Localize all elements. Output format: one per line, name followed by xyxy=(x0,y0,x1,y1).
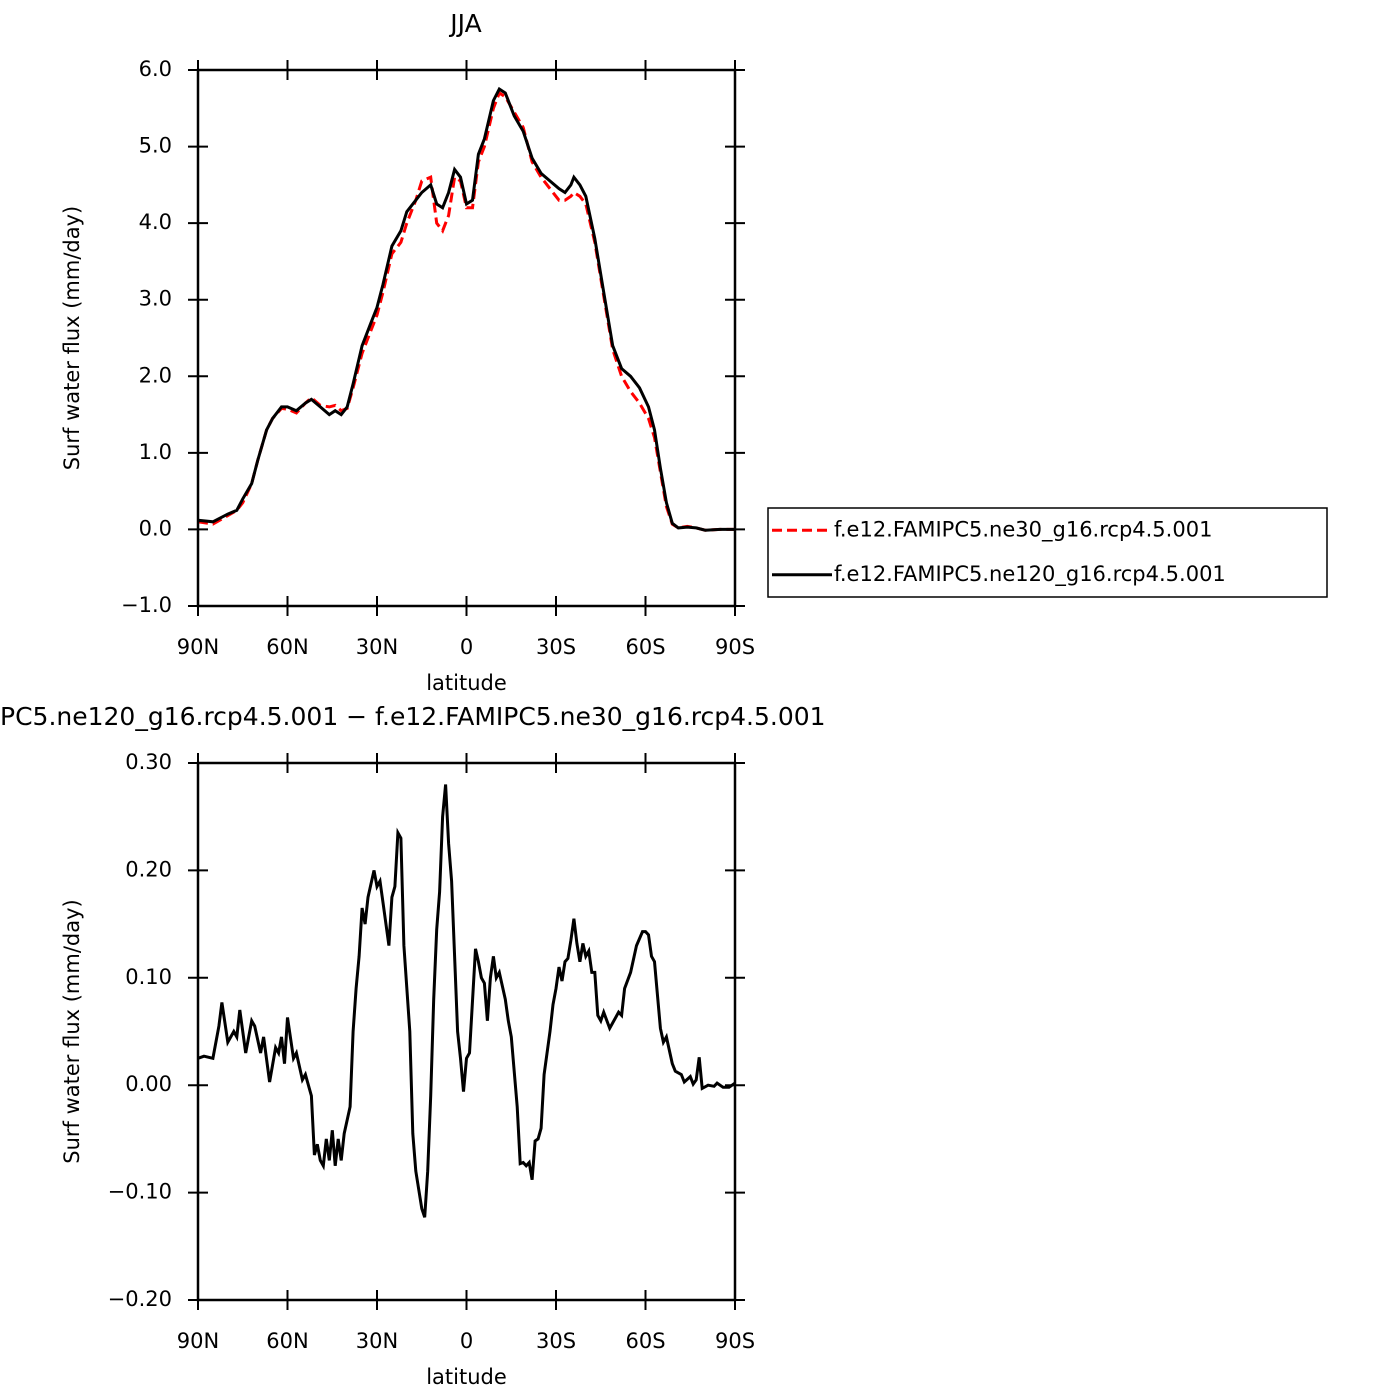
x-tick-label: 30S xyxy=(536,1329,576,1353)
x-tick-label: 90N xyxy=(177,1329,219,1353)
y-tick-label: 0.20 xyxy=(125,857,172,881)
plot-frame xyxy=(196,761,737,1302)
data-line xyxy=(197,90,735,532)
y-tick-label: −0.20 xyxy=(108,1287,172,1311)
x-tick-label: 30N xyxy=(356,635,398,659)
y-axis-label: Surf water flux (mm/day) xyxy=(60,899,84,1164)
x-tick-label: 0 xyxy=(460,635,473,659)
x-tick-label: 60N xyxy=(266,635,308,659)
plot-frame xyxy=(196,68,737,608)
legend-box xyxy=(767,507,1328,598)
chart-title: JJA xyxy=(448,9,481,38)
x-tick-label: 60S xyxy=(625,635,665,659)
chart-title: PC5.ne120_g16.rcp4.5.001 − f.e12.FAMIPC5… xyxy=(0,702,826,731)
y-tick-label: 1.0 xyxy=(139,440,172,464)
y-tick-label: 5.0 xyxy=(139,134,172,158)
x-tick-label: 60S xyxy=(625,1329,665,1353)
y-tick-label: −0.10 xyxy=(108,1180,172,1204)
legend-label: f.e12.FAMIPC5.ne30_g16.rcp4.5.001 xyxy=(834,517,1212,542)
data-line xyxy=(197,784,736,1218)
y-tick-label: −1.0 xyxy=(121,593,172,617)
y-tick-label: 4.0 xyxy=(139,210,172,234)
x-tick-label: 90S xyxy=(715,1329,755,1353)
x-tick-label: 30S xyxy=(536,635,576,659)
x-tick-label: 90N xyxy=(177,635,219,659)
x-axis-label: latitude xyxy=(426,1365,507,1389)
x-tick-label: 0 xyxy=(460,1329,473,1353)
y-tick-label: 0.0 xyxy=(139,516,172,540)
y-tick-label: 2.0 xyxy=(139,363,172,387)
y-axis-label: Surf water flux (mm/day) xyxy=(60,206,84,471)
y-tick-label: 0.00 xyxy=(125,1072,172,1096)
y-tick-label: 6.0 xyxy=(139,57,172,81)
x-tick-label: 60N xyxy=(266,1329,308,1353)
data-line xyxy=(197,86,735,532)
y-tick-label: 0.30 xyxy=(125,750,172,774)
x-tick-label: 30N xyxy=(356,1329,398,1353)
legend-label: f.e12.FAMIPC5.ne120_g16.rcp4.5.001 xyxy=(834,562,1226,587)
x-tick-label: 90S xyxy=(715,635,755,659)
x-axis-label: latitude xyxy=(426,671,507,695)
y-tick-label: 3.0 xyxy=(139,287,172,311)
y-tick-label: 0.10 xyxy=(125,965,172,989)
